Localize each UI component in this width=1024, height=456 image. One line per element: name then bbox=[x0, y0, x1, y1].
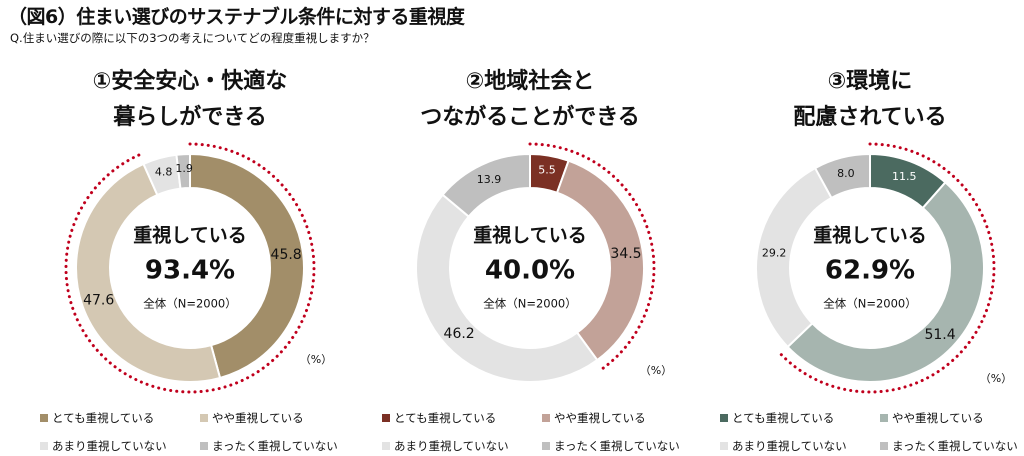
legend-label: まったく重視していない bbox=[554, 439, 680, 453]
chart-title-line: 配慮されている bbox=[793, 105, 946, 130]
center-label: 重視している bbox=[813, 224, 926, 247]
chart-title-line: ③環境に bbox=[828, 68, 913, 94]
legend-item: とても重視している bbox=[40, 410, 154, 426]
center-subtext: 全体（N=2000） bbox=[483, 297, 577, 311]
legend-item: まったく重視していない bbox=[542, 438, 680, 454]
legend-swatch bbox=[382, 442, 390, 450]
data-label: 5.5 bbox=[538, 163, 556, 176]
chart-title-line: つながることができる bbox=[420, 104, 640, 130]
legend-item: やや重視している bbox=[200, 410, 304, 426]
legend-item: あまり重視していない bbox=[382, 438, 509, 454]
data-label: 34.5 bbox=[610, 246, 641, 262]
important-dotted-arc bbox=[778, 142, 996, 394]
unit-label: （%） bbox=[980, 372, 1012, 385]
legend-swatch bbox=[542, 442, 550, 450]
legend-label: あまり重視していない bbox=[732, 439, 847, 453]
legend-swatch bbox=[200, 414, 208, 422]
chart-title-line: 暮らしができる bbox=[112, 104, 267, 130]
data-label: 46.2 bbox=[444, 326, 475, 342]
center-value: 40.0% bbox=[485, 256, 575, 286]
center-value: 62.9% bbox=[825, 256, 915, 286]
legend-item: とても重視している bbox=[382, 410, 496, 426]
data-label: 8.0 bbox=[837, 167, 855, 180]
legend-swatch bbox=[382, 414, 390, 422]
donut-slice bbox=[189, 152, 305, 380]
center-label: 重視している bbox=[133, 224, 246, 247]
donut-slice bbox=[415, 193, 599, 383]
legend-item: まったく重視していない bbox=[880, 438, 1018, 454]
center-value: 93.4% bbox=[145, 256, 235, 286]
legend-item: あまり重視していない bbox=[720, 438, 847, 454]
legend-swatch bbox=[720, 442, 728, 450]
center-subtext: 全体（N=2000） bbox=[823, 297, 917, 311]
chart-title-line: ①安全安心・快適な bbox=[93, 68, 288, 94]
legend-swatch bbox=[40, 414, 48, 422]
legend-swatch bbox=[720, 414, 728, 422]
legend-swatch bbox=[880, 414, 888, 422]
data-label: 11.5 bbox=[892, 170, 917, 183]
data-label: 13.9 bbox=[477, 173, 502, 186]
legend-label: まったく重視していない bbox=[892, 439, 1018, 453]
legend-label: やや重視している bbox=[212, 411, 304, 425]
data-label: 45.8 bbox=[271, 247, 302, 263]
legend-label: やや重視している bbox=[554, 411, 646, 425]
data-label: 1.9 bbox=[175, 162, 193, 175]
legend-label: あまり重視していない bbox=[394, 439, 509, 453]
center-subtext: 全体（N=2000） bbox=[143, 297, 237, 311]
unit-label: （%） bbox=[640, 364, 672, 377]
legend-item: とても重視している bbox=[720, 410, 834, 426]
unit-label: （%） bbox=[300, 353, 332, 366]
donut-slice bbox=[441, 152, 531, 218]
legend-item: あまり重視していない bbox=[40, 438, 167, 454]
legend-label: とても重視している bbox=[394, 411, 497, 425]
legend-label: とても重視している bbox=[52, 411, 155, 425]
donut-slice bbox=[75, 162, 222, 383]
legend-item: やや重視している bbox=[880, 410, 984, 426]
legend-item: まったく重視していない bbox=[200, 438, 338, 454]
legend-swatch bbox=[200, 442, 208, 450]
survey-question: Q.住まい選びの際に以下の3つの考えについてどの程度重視しますか？ bbox=[10, 31, 375, 45]
donut-slice bbox=[175, 152, 191, 190]
legend-item: やや重視している bbox=[542, 410, 646, 426]
legend-swatch bbox=[880, 442, 888, 450]
legend-label: まったく重視していない bbox=[212, 439, 338, 453]
legend-label: とても重視している bbox=[732, 411, 835, 425]
legend-swatch bbox=[542, 414, 550, 422]
figure-title: （図6）住まい選びのサステナブル条件に対する重視度 bbox=[8, 6, 465, 28]
donut-slice bbox=[813, 152, 871, 200]
chart-title-line: ②地域社会と bbox=[466, 68, 595, 94]
legend-label: あまり重視していない bbox=[52, 439, 167, 453]
data-label: 51.4 bbox=[924, 327, 955, 343]
data-label: 4.8 bbox=[155, 166, 173, 179]
important-dotted-arc bbox=[64, 142, 316, 394]
donut-slice bbox=[786, 181, 985, 383]
data-label: 29.2 bbox=[762, 246, 787, 259]
data-label: 47.6 bbox=[83, 293, 114, 309]
center-label: 重視している bbox=[473, 224, 586, 247]
legend-swatch bbox=[40, 442, 48, 450]
legend-label: やや重視している bbox=[892, 411, 984, 425]
